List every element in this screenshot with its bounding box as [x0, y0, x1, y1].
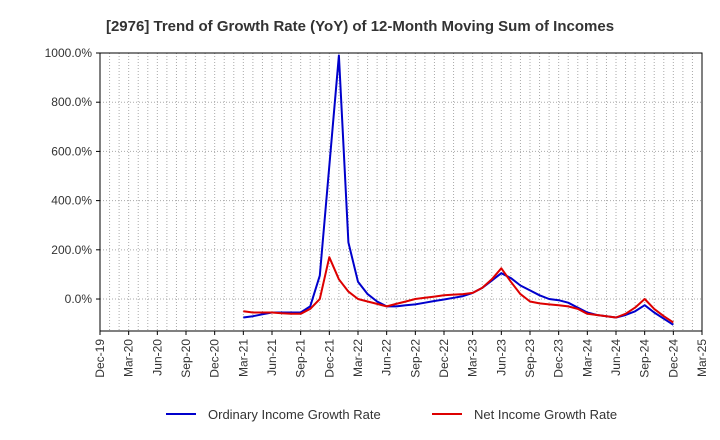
x-tick-label: Dec-19 [93, 339, 107, 378]
x-tick-label: Mar-21 [236, 339, 250, 377]
legend: Ordinary Income Growth Rate Net Income G… [166, 407, 617, 422]
x-tick-label: Mar-20 [122, 339, 136, 377]
chart-title: [2976] Trend of Growth Rate (YoY) of 12-… [106, 18, 614, 35]
x-tick-label: Sep-21 [294, 339, 308, 378]
x-tick-label: Mar-23 [466, 339, 480, 377]
x-tick-label: Sep-22 [408, 339, 422, 378]
x-tick-label: Mar-25 [695, 339, 709, 377]
x-tick-label: Jun-22 [380, 339, 394, 376]
legend-label-net: Net Income Growth Rate [474, 407, 617, 422]
series-line-ordinary-income [243, 54, 674, 326]
x-tick-label: Jun-24 [609, 339, 623, 376]
x-tick-label: Dec-21 [322, 339, 336, 378]
grid [99, 52, 703, 331]
x-tick-label: Dec-22 [437, 339, 451, 378]
x-tick-label: Jun-21 [265, 339, 279, 376]
y-tick-label: 1000.0% [45, 46, 93, 60]
y-axis-ticks: 1000.0% 800.0% 600.0% 400.0% 200.0% 0.0% [45, 46, 100, 306]
x-tick-label: Dec-20 [208, 339, 222, 378]
x-tick-label: Jun-23 [494, 339, 508, 376]
y-tick-label: 400.0% [51, 194, 92, 208]
x-tick-label: Dec-23 [552, 339, 566, 378]
series-line-net-income [243, 256, 674, 324]
legend-label-ordinary: Ordinary Income Growth Rate [208, 407, 381, 422]
x-tick-label: Sep-23 [523, 339, 537, 378]
x-tick-label: Mar-24 [580, 339, 594, 377]
x-tick-label: Dec-24 [666, 339, 680, 378]
y-tick-label: 600.0% [51, 144, 92, 158]
x-tick-label: Sep-24 [638, 339, 652, 378]
x-tick-label: Jun-20 [150, 339, 164, 376]
x-tick-label: Sep-20 [179, 339, 193, 378]
x-tick-label: Mar-22 [351, 339, 365, 377]
series-lines [243, 54, 674, 326]
y-tick-label: 200.0% [51, 243, 92, 257]
x-axis-ticks: Dec-19 Mar-20 Jun-20 Sep-20 Dec-20 Mar-21 Jun-… [93, 331, 709, 378]
y-tick-label: 0.0% [65, 292, 93, 306]
plot-frame [99, 52, 703, 332]
y-tick-label: 800.0% [51, 95, 92, 109]
